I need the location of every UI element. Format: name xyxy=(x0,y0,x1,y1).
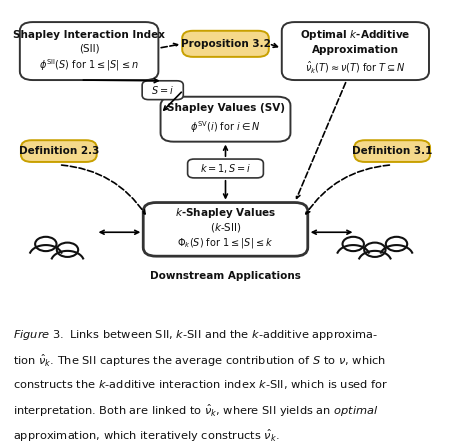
Text: Downstream Applications: Downstream Applications xyxy=(150,271,301,281)
Text: $k = 1, S = i$: $k = 1, S = i$ xyxy=(200,162,251,175)
FancyBboxPatch shape xyxy=(282,22,429,80)
Text: $\phi^{\mathrm{SII}}(S)$ for $1 \leq |S| \leq n$: $\phi^{\mathrm{SII}}(S)$ for $1 \leq |S|… xyxy=(39,58,139,74)
Text: ($k$-SII): ($k$-SII) xyxy=(210,220,241,234)
FancyBboxPatch shape xyxy=(21,140,97,162)
FancyBboxPatch shape xyxy=(354,140,430,162)
Text: Approximation: Approximation xyxy=(312,45,399,54)
Text: $\phi^{\mathrm{SV}}(i)$ for $i \in N$: $\phi^{\mathrm{SV}}(i)$ for $i \in N$ xyxy=(190,120,261,135)
FancyBboxPatch shape xyxy=(20,22,158,80)
Text: constructs the $k$-additive interaction index $k$-SII, which is used for: constructs the $k$-additive interaction … xyxy=(14,378,389,391)
Text: $\hat{\nu}_k(T) \approx \nu(T)$ for $T \subseteq N$: $\hat{\nu}_k(T) \approx \nu(T)$ for $T \… xyxy=(305,59,406,75)
Text: Definition 3.1: Definition 3.1 xyxy=(352,146,433,156)
Text: interpretation. Both are linked to $\hat{\nu}_k$, where SII yields an $\mathit{o: interpretation. Both are linked to $\hat… xyxy=(14,402,379,419)
Text: Definition 2.3: Definition 2.3 xyxy=(18,146,99,156)
Text: Optimal $k$-Additive: Optimal $k$-Additive xyxy=(300,28,410,42)
Text: $k$-Shapley Values: $k$-Shapley Values xyxy=(175,206,276,220)
FancyBboxPatch shape xyxy=(188,159,263,178)
Text: $\Phi_k(S)$ for $1 \leq |S| \leq k$: $\Phi_k(S)$ for $1 \leq |S| \leq k$ xyxy=(177,236,274,250)
Text: tion $\hat{\nu}_k$. The SII captures the average contribution of $S$ to $\nu$, w: tion $\hat{\nu}_k$. The SII captures the… xyxy=(14,353,386,369)
Text: $\mathit{Figure\ 3.}$ Links between SII, $k$-SII and the $k$-additive approxima-: $\mathit{Figure\ 3.}$ Links between SII,… xyxy=(14,328,379,342)
FancyBboxPatch shape xyxy=(143,202,308,256)
FancyBboxPatch shape xyxy=(161,97,290,142)
Text: Shapley Interaction Index: Shapley Interaction Index xyxy=(13,30,165,40)
Text: Proposition 3.2: Proposition 3.2 xyxy=(180,39,271,49)
Text: (SII): (SII) xyxy=(79,43,99,53)
FancyBboxPatch shape xyxy=(142,81,183,99)
FancyBboxPatch shape xyxy=(182,31,269,57)
Text: approximation, which iteratively constructs $\hat{\nu}_k$.: approximation, which iteratively constru… xyxy=(14,427,280,444)
Text: $S = i$: $S = i$ xyxy=(152,84,174,96)
Text: Shapley Values (SV): Shapley Values (SV) xyxy=(166,103,285,113)
